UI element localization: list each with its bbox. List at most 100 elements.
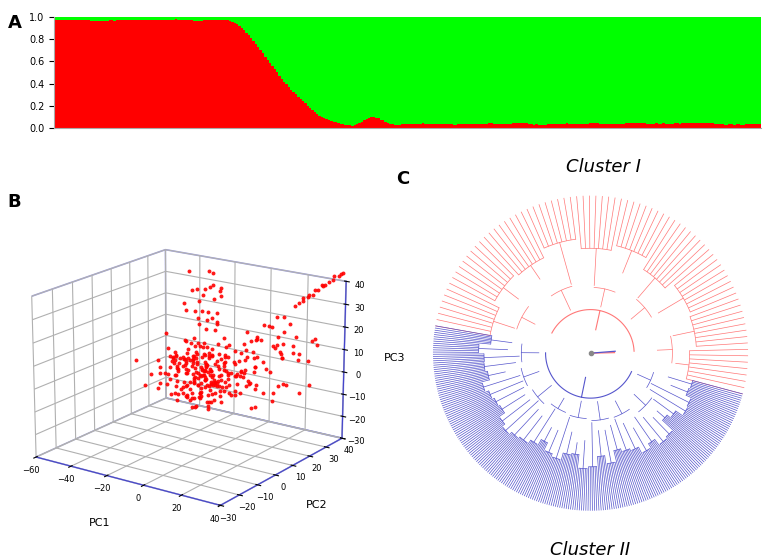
Bar — [566, 17, 568, 123]
Bar — [408, 17, 410, 124]
Bar — [507, 124, 509, 128]
Bar — [87, 21, 90, 128]
Bar — [476, 17, 479, 124]
Bar — [451, 17, 453, 124]
Bar — [92, 21, 95, 128]
Bar — [378, 118, 380, 128]
Bar — [271, 17, 274, 66]
Bar — [632, 123, 634, 128]
Bar — [481, 17, 483, 124]
Bar — [528, 123, 531, 128]
Bar — [646, 17, 648, 124]
Bar — [349, 17, 351, 126]
Bar — [301, 101, 305, 128]
Bar — [179, 20, 182, 128]
Bar — [504, 17, 507, 124]
Bar — [483, 124, 486, 128]
Bar — [246, 17, 248, 32]
Bar — [495, 124, 497, 128]
Bar — [712, 123, 714, 128]
Bar — [301, 17, 305, 101]
Bar — [691, 123, 693, 128]
Bar — [660, 17, 663, 124]
Bar — [141, 20, 144, 128]
Bar — [601, 17, 604, 124]
Bar — [214, 20, 217, 128]
Bar — [415, 124, 417, 128]
Bar — [278, 17, 280, 75]
Bar — [406, 17, 408, 124]
Bar — [667, 124, 670, 128]
Bar — [392, 124, 394, 128]
Bar — [246, 32, 248, 128]
Bar — [736, 17, 738, 124]
Bar — [253, 17, 255, 41]
Bar — [127, 20, 130, 128]
Bar — [297, 17, 299, 97]
Bar — [356, 124, 358, 128]
Bar — [608, 124, 611, 128]
Bar — [161, 17, 163, 20]
Bar — [622, 123, 625, 128]
Bar — [207, 17, 210, 20]
Bar — [403, 17, 406, 124]
Bar — [420, 124, 422, 128]
Bar — [665, 123, 667, 128]
Bar — [271, 66, 274, 128]
Bar — [618, 17, 620, 124]
Bar — [542, 125, 545, 128]
Bar — [540, 124, 542, 128]
Bar — [97, 21, 99, 128]
Bar — [601, 124, 604, 128]
Bar — [137, 17, 139, 20]
Bar — [151, 17, 153, 21]
Bar — [446, 17, 448, 124]
Bar — [438, 124, 441, 128]
Bar — [380, 17, 382, 120]
Bar — [650, 17, 653, 124]
Bar — [66, 20, 68, 128]
Bar — [740, 124, 743, 128]
Bar — [714, 124, 716, 128]
Bar — [413, 17, 415, 124]
Bar — [643, 123, 646, 128]
Bar — [228, 21, 232, 128]
Bar — [166, 20, 168, 128]
Bar — [759, 124, 761, 128]
Bar — [429, 123, 431, 128]
Bar — [488, 17, 490, 123]
Bar — [672, 123, 674, 128]
Bar — [422, 17, 424, 123]
Bar — [531, 17, 533, 124]
Bar — [234, 22, 236, 128]
Bar — [695, 123, 698, 128]
Bar — [502, 124, 504, 128]
Bar — [198, 17, 200, 21]
Bar — [575, 124, 577, 128]
Bar — [611, 124, 613, 128]
Bar — [71, 20, 73, 128]
Bar — [420, 17, 422, 124]
Bar — [191, 21, 193, 128]
Bar — [533, 124, 535, 128]
Bar — [106, 17, 109, 21]
Bar — [166, 17, 168, 20]
Bar — [460, 17, 462, 124]
Bar — [716, 17, 719, 124]
Bar — [335, 17, 337, 122]
Bar — [721, 124, 723, 128]
Bar — [385, 122, 387, 128]
Bar — [745, 17, 747, 124]
Bar — [163, 20, 166, 128]
Bar — [641, 123, 643, 128]
Bar — [462, 124, 465, 128]
Bar — [653, 17, 656, 124]
Bar — [139, 20, 141, 128]
Bar — [234, 17, 236, 22]
Bar — [594, 123, 597, 128]
Bar — [538, 124, 540, 128]
Bar — [521, 123, 524, 128]
Bar — [674, 123, 677, 128]
Bar — [59, 17, 61, 20]
Bar — [80, 17, 82, 20]
